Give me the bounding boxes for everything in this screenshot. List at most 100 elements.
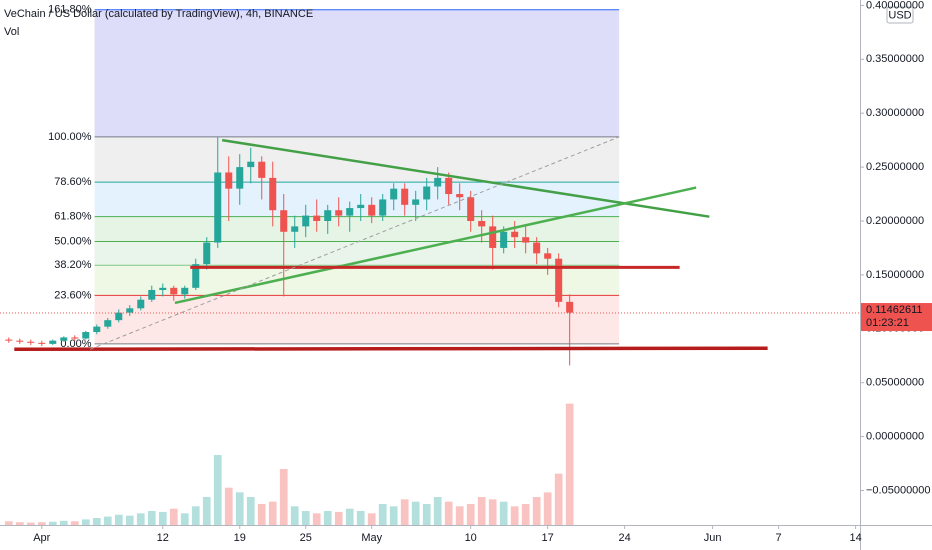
- candle-body: [203, 242, 211, 265]
- candle-body: [335, 210, 343, 216]
- fib-label: 50.00%: [54, 235, 92, 247]
- candle-body: [104, 320, 112, 327]
- fib-band: [94, 182, 620, 217]
- candle-body: [500, 231, 508, 248]
- volume-bar: [169, 508, 178, 525]
- volume-bar: [532, 497, 541, 525]
- volume-bar: [15, 522, 24, 525]
- volume-bar: [70, 521, 79, 525]
- volume-bar: [257, 504, 266, 525]
- candle-body: [137, 299, 145, 309]
- volume-bar: [312, 513, 321, 525]
- candle-body: [423, 186, 431, 200]
- fib-label: 23.60%: [54, 289, 92, 301]
- volume-bar: [147, 511, 156, 525]
- y-tick-label: 0.25000000: [866, 161, 924, 173]
- candle-body: [148, 289, 156, 300]
- volume-bar: [455, 506, 464, 525]
- x-tick-label: 24: [619, 532, 631, 544]
- candle-body: [555, 258, 563, 302]
- x-tick-label: 12: [157, 532, 169, 544]
- volume-bar: [158, 511, 167, 525]
- y-tick-label: 0.00000000: [866, 431, 924, 443]
- volume-bar: [136, 513, 145, 525]
- candle-body: [544, 253, 552, 259]
- x-tick-label: 17: [542, 532, 554, 544]
- fib-band: [94, 9, 620, 137]
- x-tick-label: 7: [776, 532, 782, 544]
- volume-bar: [477, 497, 486, 525]
- y-tick-label: 0.30000000: [866, 107, 924, 119]
- y-tick-label: −0.05000000: [866, 484, 931, 496]
- volume-bar: [180, 513, 189, 525]
- currency-box[interactable]: [886, 6, 914, 24]
- volume-bar: [279, 469, 288, 525]
- volume-bar: [301, 511, 310, 525]
- countdown-label: 01:23:21: [866, 317, 909, 329]
- volume-bar: [4, 521, 13, 525]
- volume-bar: [92, 518, 101, 525]
- volume-bar: [499, 501, 508, 525]
- candle-body: [566, 301, 574, 313]
- chart-title: VeChain / US Dollar (calculated by Tradi…: [4, 8, 313, 20]
- candle-body: [346, 208, 354, 216]
- volume-bar: [202, 497, 211, 525]
- candle-body: [456, 194, 464, 198]
- candle-body: [214, 172, 222, 243]
- candle-body: [71, 337, 79, 339]
- trendline: [221, 138, 710, 218]
- volume-bar: [59, 520, 68, 525]
- fib-band: [94, 136, 620, 183]
- candle-body: [412, 199, 420, 205]
- candle-body: [489, 226, 497, 248]
- candle-body: [236, 167, 244, 189]
- candle-body: [192, 264, 200, 288]
- volume-bar: [114, 514, 123, 525]
- y-tick-label: 0.05000000: [866, 377, 924, 389]
- fib-label: 78.60%: [54, 176, 92, 188]
- x-tick-label: 14: [849, 532, 861, 544]
- candle-body: [126, 308, 134, 313]
- volume-bar: [378, 504, 387, 525]
- plot-area: 161.80% 100.00% 78.60% 61.80% 50.00% 38.20% 23…: [0, 4, 860, 525]
- candle-body: [511, 231, 519, 238]
- trendline: [174, 186, 697, 305]
- last-price-box: [861, 303, 932, 332]
- candle-body: [445, 177, 453, 195]
- x-tick-label: May: [361, 532, 382, 544]
- candle-body: [401, 188, 409, 205]
- candle-body: [379, 199, 387, 216]
- currency-label[interactable]: USD: [888, 9, 911, 21]
- y-tick-label: 0.35000000: [866, 53, 924, 65]
- candle-body: [159, 287, 167, 290]
- candle-body: [5, 339, 13, 341]
- candle-body: [170, 287, 178, 295]
- candle-body: [324, 210, 332, 221]
- volume-bar: [488, 499, 497, 525]
- x-tick-label: 19: [234, 532, 246, 544]
- volume-bar: [334, 511, 343, 525]
- x-tick-label: Jun: [704, 532, 722, 544]
- candle-body: [522, 237, 530, 243]
- candle-body: [60, 337, 68, 341]
- x-tick-label: Apr: [33, 532, 50, 544]
- x-tick-label: 10: [465, 532, 477, 544]
- candle-body: [181, 287, 189, 295]
- volume-bar: [554, 473, 563, 525]
- volume-bar: [367, 513, 376, 525]
- last-price-label: 0.11462611: [866, 304, 922, 316]
- candle-body: [478, 220, 486, 227]
- candle-body: [434, 177, 442, 187]
- candle-body: [368, 204, 376, 216]
- volume-bar: [103, 516, 112, 525]
- fib-label: 38.20%: [54, 259, 92, 271]
- volume-bar: [389, 506, 398, 525]
- volume-bar: [235, 492, 244, 525]
- candle-body: [115, 312, 123, 321]
- candle-body: [38, 342, 46, 344]
- volume-bar: [81, 519, 90, 525]
- candle-body: [269, 177, 277, 211]
- y-tick-label: 0.20000000: [866, 215, 924, 227]
- candle-body: [82, 332, 90, 339]
